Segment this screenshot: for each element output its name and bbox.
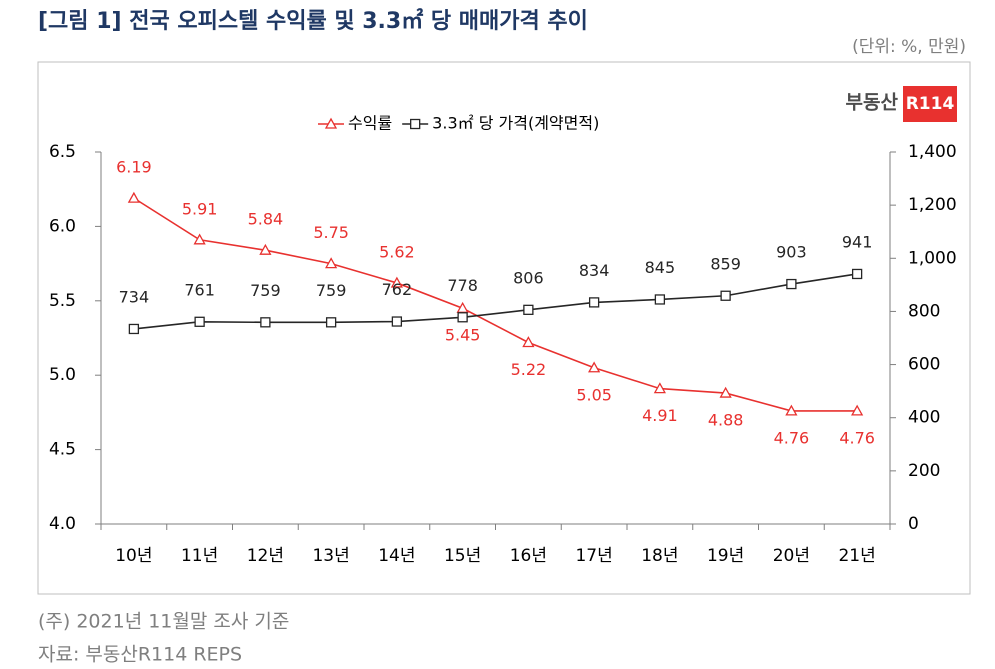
data-point — [720, 290, 731, 301]
data-point — [127, 191, 140, 203]
x-tick-label: 21년 — [838, 546, 875, 566]
y2-tick-label: 400 — [908, 408, 940, 428]
x-tick-label: 13년 — [312, 546, 349, 566]
y2-tick-label: 0 — [908, 514, 919, 534]
data-label: 5.62 — [379, 242, 415, 261]
unit-note: (단위: %, 만원) — [852, 37, 966, 57]
data-point — [719, 386, 732, 398]
x-tick-label: 20년 — [773, 546, 810, 566]
data-label: 859 — [710, 254, 741, 273]
legend-marker — [324, 117, 338, 129]
data-label: 5.91 — [182, 199, 218, 218]
data-point — [391, 316, 403, 327]
y2-tick-label: 1,400 — [908, 142, 957, 162]
chart-frame — [37, 61, 971, 595]
data-point — [851, 404, 864, 416]
logo-badge-text: R114 — [906, 94, 955, 114]
y-tick-label: 4.0 — [49, 514, 76, 534]
data-point — [325, 317, 337, 328]
data-point — [325, 257, 338, 269]
y-tick-label: 4.5 — [49, 440, 76, 460]
x-tick-label: 17년 — [575, 546, 612, 566]
data-point — [588, 297, 600, 308]
data-point — [786, 278, 797, 290]
data-label: 5.45 — [445, 326, 481, 345]
data-point — [851, 268, 863, 280]
x-tick-label: 19년 — [707, 546, 744, 566]
data-point — [390, 276, 403, 288]
data-point — [653, 382, 666, 394]
data-label: 4.76 — [839, 428, 875, 447]
data-label: 903 — [776, 243, 807, 262]
data-label: 5.05 — [576, 385, 612, 404]
x-tick-label: 16년 — [510, 546, 547, 566]
data-label: 4.88 — [708, 411, 744, 430]
y2-tick-label: 600 — [908, 355, 940, 375]
y2-tick-label: 800 — [908, 301, 940, 321]
data-label: 778 — [447, 276, 478, 295]
data-label: 806 — [513, 268, 544, 287]
y-tick-label: 6.5 — [49, 142, 76, 162]
data-point — [259, 243, 272, 255]
data-label: 4.91 — [642, 406, 678, 425]
data-label: 759 — [250, 281, 281, 300]
legend-label: 수익률 — [348, 114, 392, 133]
source: 자료: 부동산R114 REPS — [38, 644, 242, 666]
y2-tick-label: 1,000 — [908, 248, 957, 268]
data-point — [193, 233, 206, 245]
data-label: 941 — [842, 232, 873, 251]
data-label: 761 — [184, 280, 215, 299]
y-tick-label: 6.0 — [49, 216, 76, 236]
data-point — [785, 404, 798, 416]
y-tick-label: 5.5 — [49, 291, 76, 311]
x-tick-label: 11년 — [181, 546, 218, 566]
logo-badge — [903, 86, 957, 122]
x-tick-label: 10년 — [115, 546, 152, 566]
data-label: 734 — [119, 287, 150, 306]
legend-label: 3.3㎡ 당 가격(계약면적) — [432, 114, 599, 133]
data-label: 6.19 — [116, 158, 152, 177]
data-point — [588, 361, 601, 373]
data-label: 5.84 — [248, 210, 284, 229]
data-label: 834 — [579, 261, 610, 280]
data-label: 762 — [382, 280, 413, 299]
y-tick-label: 5.0 — [49, 365, 76, 385]
data-point — [457, 312, 468, 323]
series-line — [133, 197, 858, 412]
data-point — [260, 317, 271, 328]
data-label: 4.76 — [774, 428, 810, 447]
chart-title: [그림 1] 전국 오피스텔 수익률 및 3.3㎡ 당 매매가격 추이 — [38, 8, 588, 34]
y2-tick-label: 1,200 — [908, 195, 957, 215]
data-point — [523, 304, 534, 315]
legend-marker — [410, 118, 421, 130]
x-tick-label: 14년 — [378, 546, 415, 566]
footnote: (주) 2021년 11월말 조사 기준 — [38, 611, 289, 633]
data-label: 845 — [645, 258, 676, 277]
data-label: 5.75 — [313, 223, 349, 242]
data-label: 759 — [316, 281, 347, 300]
data-point — [194, 316, 205, 327]
y2-tick-label: 200 — [908, 461, 940, 481]
logo-text: 부동산 — [846, 92, 899, 114]
series-line — [133, 273, 858, 330]
x-tick-label: 12년 — [247, 546, 284, 566]
x-tick-label: 18년 — [641, 546, 678, 566]
data-point — [522, 336, 535, 348]
x-tick-label: 15년 — [444, 546, 481, 566]
data-point — [654, 294, 666, 305]
data-point — [128, 323, 140, 335]
data-label: 5.22 — [511, 360, 547, 379]
